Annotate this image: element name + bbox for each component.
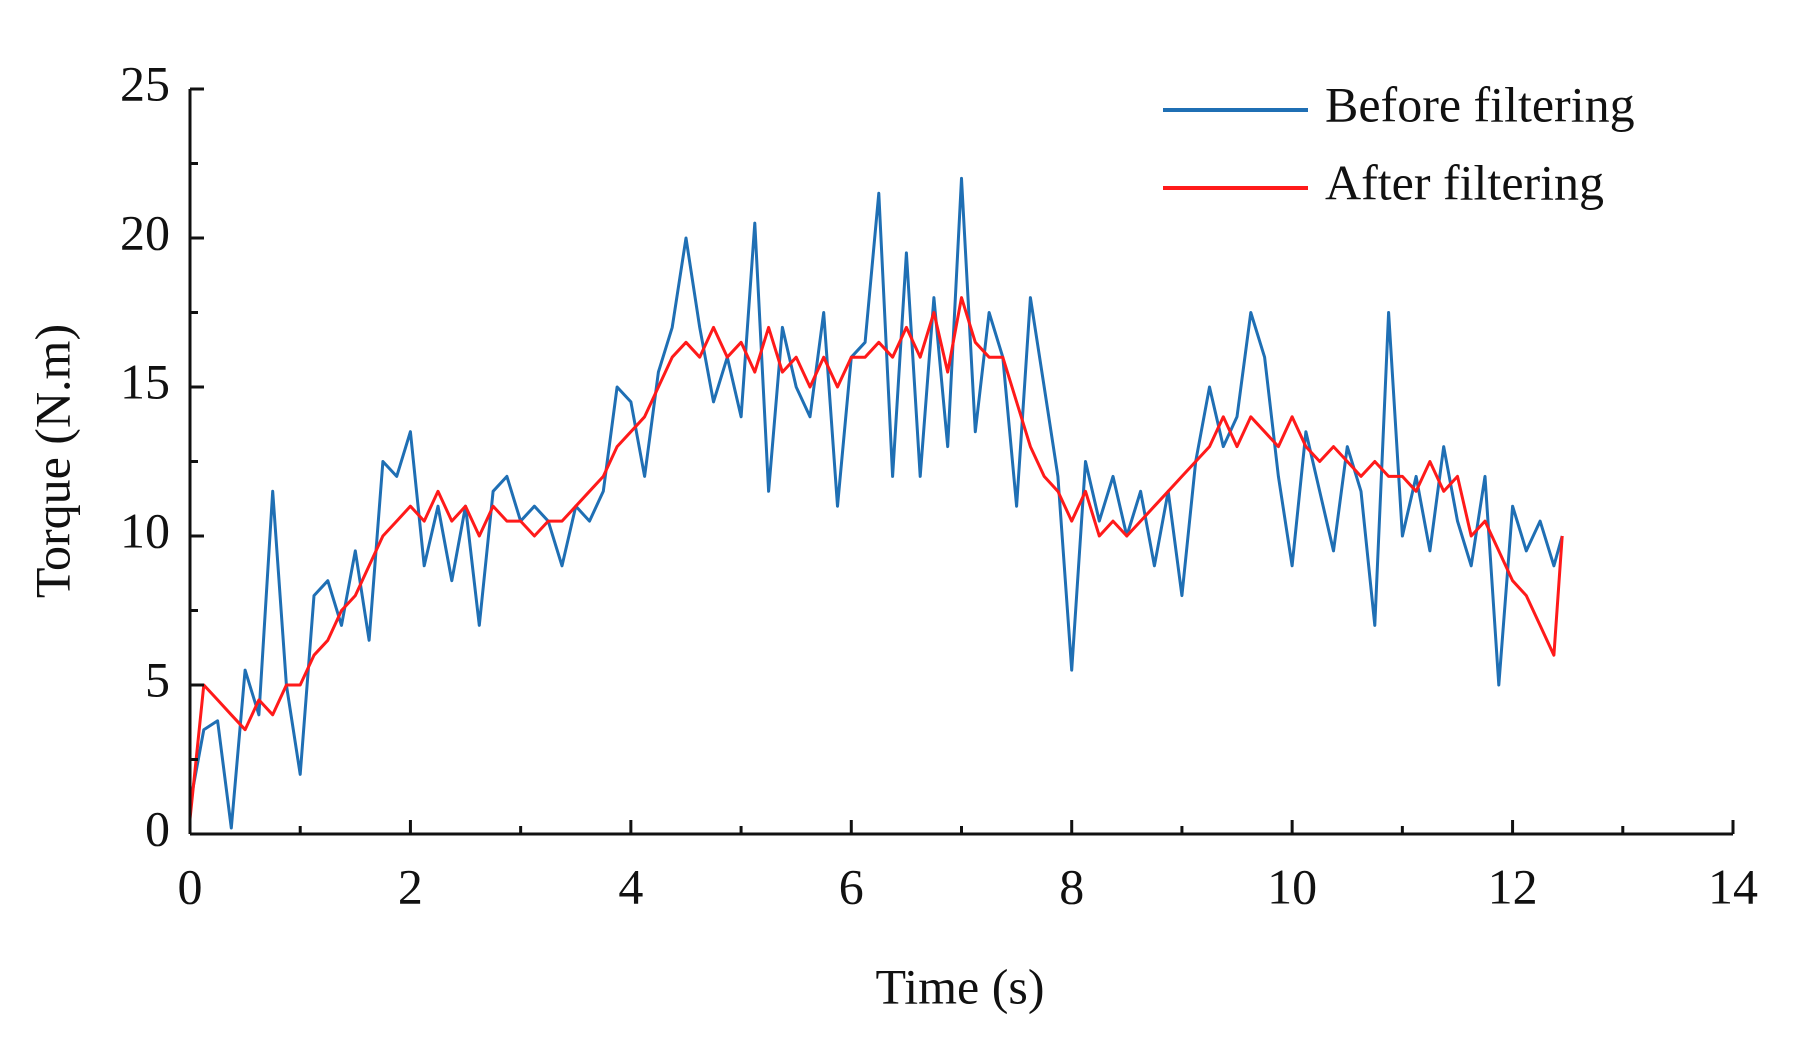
legend-label: Before filtering bbox=[1325, 76, 1635, 132]
y-tick-label: 5 bbox=[145, 651, 170, 707]
y-axis-label: Torque (N.m) bbox=[24, 324, 80, 598]
x-tick-label: 12 bbox=[1488, 858, 1538, 914]
y-tick-label: 20 bbox=[120, 204, 170, 260]
data-line bbox=[188, 176, 1564, 830]
legend-label: After filtering bbox=[1325, 154, 1604, 210]
x-axis-label: Time (s) bbox=[875, 958, 1044, 1014]
x-tick-label: 10 bbox=[1267, 858, 1317, 914]
x-tick-label: 14 bbox=[1708, 858, 1758, 914]
data-line bbox=[188, 296, 1564, 820]
y-tick-label: 15 bbox=[120, 353, 170, 409]
x-tick-label: 4 bbox=[618, 858, 643, 914]
y-tick-label: 0 bbox=[145, 800, 170, 856]
x-tick-label: 0 bbox=[178, 858, 203, 914]
x-tick-label: 2 bbox=[398, 858, 423, 914]
y-tick-label: 10 bbox=[120, 502, 170, 558]
y-tick-label: 25 bbox=[120, 55, 170, 111]
x-tick-label: 6 bbox=[839, 858, 864, 914]
x-tick-label: 8 bbox=[1059, 858, 1084, 914]
